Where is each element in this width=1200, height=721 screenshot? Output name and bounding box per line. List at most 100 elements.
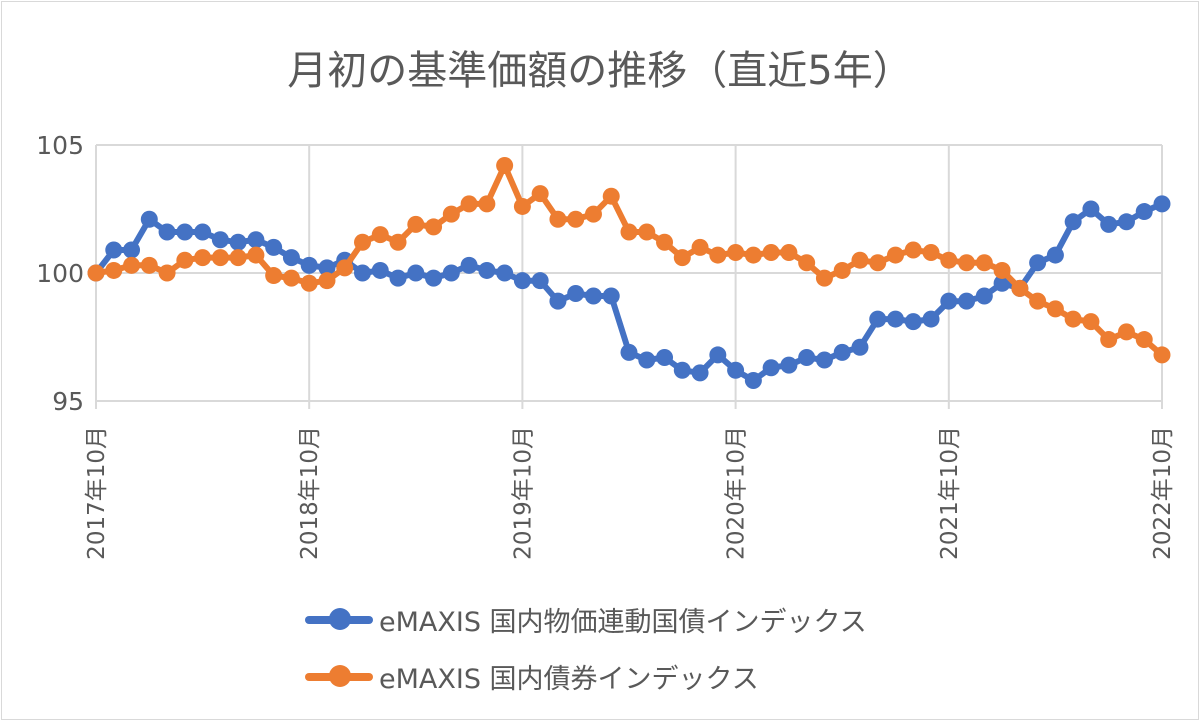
data-point [887, 246, 904, 264]
x-tick-label: 2020年10月 [724, 426, 750, 560]
data-point [318, 272, 336, 290]
legend-marker-icon [305, 664, 373, 687]
data-point [318, 259, 336, 277]
data-point [1117, 213, 1135, 231]
data-point [549, 292, 567, 310]
data-point [211, 231, 229, 249]
data-point [247, 246, 265, 264]
data-point [567, 210, 585, 228]
y-tick-label: 95 [52, 387, 84, 416]
data-point [140, 210, 158, 228]
data-point [691, 238, 709, 256]
data-point [513, 272, 531, 290]
data-point [798, 254, 816, 272]
data-point [727, 361, 745, 379]
data-point [744, 246, 762, 264]
data-point [1011, 279, 1029, 297]
data-point [1135, 331, 1153, 349]
data-point [300, 256, 318, 274]
data-point [709, 346, 727, 364]
data-point [727, 244, 745, 262]
data-point [691, 364, 709, 382]
data-point [656, 348, 674, 366]
data-point [887, 310, 904, 328]
x-tick-label: 2019年10月 [510, 426, 536, 560]
data-point [247, 231, 265, 249]
data-point [531, 272, 549, 290]
data-point [229, 233, 247, 251]
data-point [105, 261, 123, 279]
data-point [442, 264, 460, 282]
data-point [460, 195, 478, 213]
data-point [1100, 331, 1118, 349]
data-point [371, 261, 389, 279]
data-point [602, 287, 620, 305]
data-point [513, 197, 531, 215]
data-point [673, 361, 691, 379]
data-point [407, 215, 425, 233]
data-point [425, 218, 443, 236]
data-point [584, 205, 602, 223]
data-point [780, 356, 798, 374]
data-point [798, 348, 816, 366]
data-point [922, 244, 940, 262]
data-point [833, 261, 851, 279]
data-point [478, 195, 496, 213]
data-point [975, 287, 993, 305]
data-point [1135, 203, 1153, 221]
data-point [1029, 254, 1047, 272]
data-point [123, 256, 141, 274]
data-point [496, 264, 514, 282]
data-point [265, 267, 283, 285]
data-point [958, 292, 976, 310]
data-point [904, 313, 922, 331]
data-point [833, 343, 851, 361]
data-point [1117, 323, 1135, 341]
data-point [265, 238, 283, 256]
data-point [176, 223, 194, 241]
data-point [762, 244, 780, 262]
data-point [744, 372, 762, 390]
data-point [993, 261, 1011, 279]
x-tick-label: 2021年10月 [937, 426, 963, 560]
data-point [371, 226, 389, 244]
data-point [425, 269, 443, 287]
data-point [1100, 215, 1118, 233]
data-point [1082, 313, 1100, 331]
data-point [673, 249, 691, 267]
data-point [1029, 292, 1047, 310]
y-tick-label: 105 [36, 131, 84, 160]
legend-label: eMAXIS 国内債券インデックス [379, 664, 759, 695]
data-point [354, 264, 371, 282]
data-point [762, 359, 780, 377]
data-point [105, 241, 123, 259]
data-point [478, 261, 496, 279]
data-point [158, 264, 176, 282]
data-point [993, 274, 1011, 292]
data-point [620, 343, 638, 361]
data-point [460, 256, 478, 274]
data-point [904, 241, 922, 259]
data-point [1064, 213, 1082, 231]
data-point [407, 264, 425, 282]
data-point [940, 251, 958, 269]
data-point [549, 210, 567, 228]
data-point [620, 223, 638, 241]
data-point [194, 249, 212, 267]
data-point [123, 241, 141, 259]
data-point [300, 274, 318, 292]
data-point [958, 254, 976, 272]
data-point [656, 233, 674, 251]
legend-item-series-1: eMAXIS 国内物価連動国債インデックス [305, 600, 867, 639]
data-point [709, 246, 727, 264]
data-point [140, 256, 158, 274]
data-point [815, 351, 833, 369]
data-point [1046, 300, 1064, 318]
x-tick-label: 2022年10月 [1150, 426, 1176, 560]
data-point [638, 223, 656, 241]
data-point [282, 269, 300, 287]
data-point [940, 292, 958, 310]
data-point [1153, 195, 1171, 213]
